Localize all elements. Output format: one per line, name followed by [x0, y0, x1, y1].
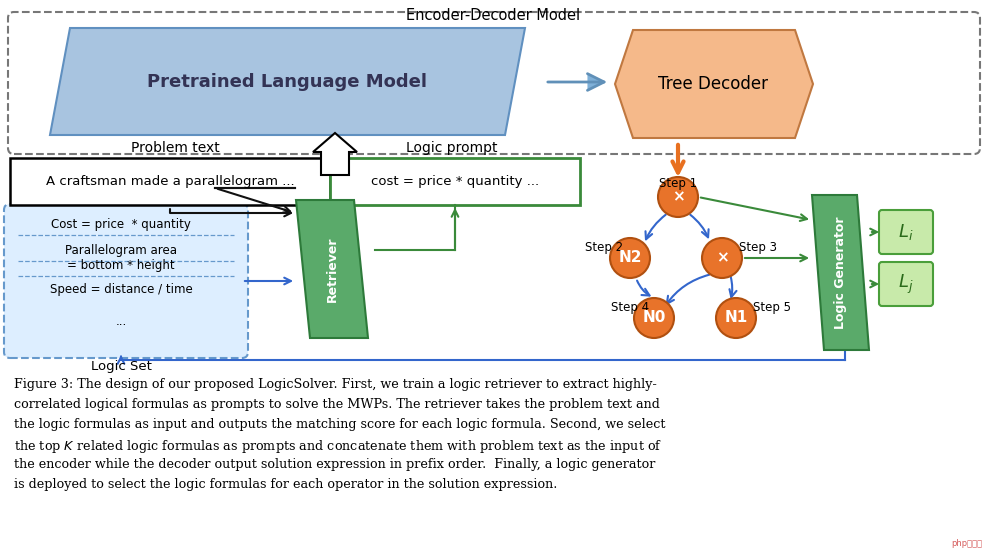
Circle shape: [634, 298, 674, 338]
Text: N0: N0: [642, 310, 665, 325]
Text: Step 1: Step 1: [659, 176, 697, 190]
Polygon shape: [296, 200, 368, 338]
Text: ...: ...: [115, 315, 127, 328]
Circle shape: [610, 238, 650, 278]
FancyBboxPatch shape: [8, 12, 980, 154]
Text: Step 5: Step 5: [753, 301, 791, 315]
Text: Logic prompt: Logic prompt: [406, 141, 497, 155]
Text: Tree Decoder: Tree Decoder: [658, 75, 768, 93]
Text: ×: ×: [716, 251, 729, 266]
Text: Step 2: Step 2: [585, 241, 623, 254]
Text: Cost = price  * quantity: Cost = price * quantity: [51, 218, 191, 231]
FancyBboxPatch shape: [10, 158, 330, 205]
Circle shape: [716, 298, 756, 338]
Text: Figure 3: The design of our proposed LogicSolver. First, we train a logic retrie: Figure 3: The design of our proposed Log…: [14, 378, 656, 391]
Text: is deployed to select the logic formulas for each operator in the solution expre: is deployed to select the logic formulas…: [14, 478, 557, 491]
Text: $L_i$: $L_i$: [899, 222, 914, 242]
Text: Step 3: Step 3: [739, 241, 777, 254]
FancyBboxPatch shape: [330, 158, 580, 205]
Text: Speed = distance / time: Speed = distance / time: [50, 283, 193, 296]
Text: Retriever: Retriever: [326, 236, 339, 302]
Text: php中文网: php中文网: [951, 539, 982, 548]
FancyBboxPatch shape: [879, 210, 933, 254]
Text: Parallelogram area: Parallelogram area: [65, 244, 177, 257]
Polygon shape: [812, 195, 869, 350]
Text: cost = price * quantity ...: cost = price * quantity ...: [371, 175, 539, 187]
Polygon shape: [615, 30, 813, 138]
Text: A craftsman made a parallelogram ...: A craftsman made a parallelogram ...: [46, 175, 294, 187]
Text: the encoder while the decoder output solution expression in prefix order.  Final: the encoder while the decoder output sol…: [14, 458, 655, 471]
Text: Problem text: Problem text: [131, 141, 219, 155]
Text: Encoder-Decoder Model: Encoder-Decoder Model: [406, 8, 580, 23]
Text: Logic Set: Logic Set: [90, 360, 152, 373]
FancyBboxPatch shape: [4, 204, 248, 358]
Text: N1: N1: [724, 310, 748, 325]
Polygon shape: [313, 133, 357, 175]
Text: ×: ×: [671, 190, 684, 205]
Text: Step 4: Step 4: [611, 301, 649, 315]
Text: Pretrained Language Model: Pretrained Language Model: [147, 73, 427, 91]
Text: the top $K$ related logic formulas as prompts and concatenate them with problem : the top $K$ related logic formulas as pr…: [14, 438, 662, 455]
FancyBboxPatch shape: [879, 262, 933, 306]
Text: the logic formulas as input and outputs the matching score for each logic formul: the logic formulas as input and outputs …: [14, 418, 665, 431]
Text: correlated logical formulas as prompts to solve the MWPs. The retriever takes th: correlated logical formulas as prompts t…: [14, 398, 660, 411]
Circle shape: [702, 238, 742, 278]
Text: N2: N2: [619, 251, 641, 266]
Text: = bottom * height: = bottom * height: [68, 259, 175, 272]
Text: Logic Generator: Logic Generator: [834, 216, 847, 329]
Polygon shape: [50, 28, 525, 135]
Text: $L_j$: $L_j$: [899, 272, 914, 296]
Circle shape: [658, 177, 698, 217]
